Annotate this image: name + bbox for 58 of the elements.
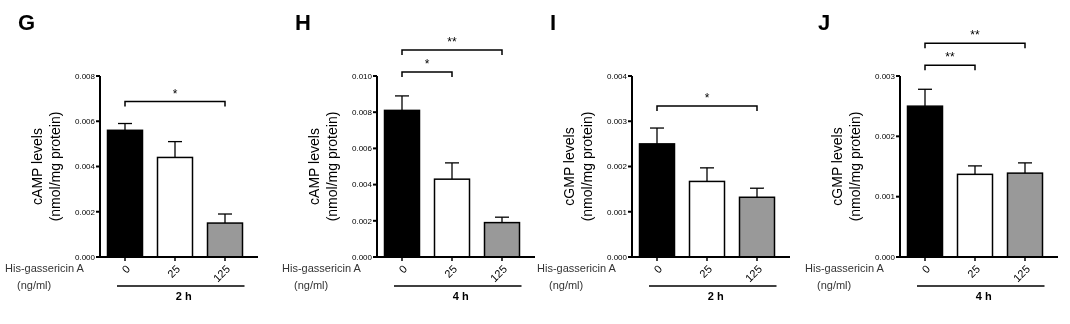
x-tick-label: 125 (487, 262, 510, 285)
y-tick-label: 0.001 (606, 207, 628, 217)
x-tick-label: 0 (119, 262, 133, 276)
text: His-gassericin A (805, 262, 885, 274)
y-tick-label: 0.004 (606, 71, 628, 81)
y-axis-title: cGMP levels (nmol/mg protein) (829, 111, 863, 222)
y-tick-label: 0.000 (74, 252, 96, 262)
x-tick-label: 125 (1010, 262, 1033, 285)
chart-title: G (18, 10, 36, 35)
x-tick-label: 0 (919, 262, 933, 276)
text: * (424, 56, 430, 71)
text: His-gassericin A (5, 262, 85, 274)
y-tick-label: 0.006 (351, 144, 373, 154)
x-axis-title: 2 h (707, 290, 724, 302)
y-axis-title: cAMP levels (nmol/mg protein) (306, 111, 340, 222)
text: (ng/ml) (549, 279, 584, 291)
x-tick-label: 125 (210, 262, 233, 285)
y-tick-label: 0.003 (606, 117, 628, 127)
x-tick-label: 25 (441, 262, 460, 280)
x-tick-label: 0 (651, 262, 665, 276)
text: ** (970, 28, 980, 43)
x-tick-label: 25 (964, 262, 983, 280)
y-tick-label: 0.010 (351, 71, 373, 81)
y-tick-label: 0.006 (74, 117, 96, 127)
x-tick-label: 25 (696, 262, 715, 280)
y-tick-label: 0.001 (874, 192, 896, 202)
text: (ng/ml) (817, 279, 852, 291)
text: (ng/ml) (17, 279, 52, 291)
x-axis-title: 4 h (452, 290, 469, 302)
chart-title: J (818, 10, 831, 35)
annotation: * (172, 86, 178, 101)
y-tick-label: 0.002 (874, 132, 896, 142)
y-tick-label: 0.000 (606, 252, 628, 262)
x-tick-label: 25 (164, 262, 183, 280)
chart-title: I (550, 10, 557, 35)
x-tick-label: 0 (396, 262, 410, 276)
y-tick-label: 0.004 (351, 180, 373, 190)
text: His-gassericin A (282, 262, 362, 274)
text: His-gassericin A (537, 262, 617, 274)
text: (ng/ml) (294, 279, 329, 291)
y-tick-label: 0.008 (74, 71, 96, 81)
y-tick-label: 0.000 (351, 252, 373, 262)
y-tick-label: 0.000 (874, 252, 896, 262)
x-tick-label: 125 (742, 262, 765, 285)
y-tick-label: 0.002 (351, 216, 373, 226)
text: ** (447, 34, 457, 49)
annotation: * (704, 91, 710, 106)
chart-title: H (295, 10, 311, 35)
y-tick-label: 0.002 (74, 207, 96, 217)
text: ** (945, 50, 955, 65)
y-tick-label: 0.003 (874, 71, 896, 81)
x-axis-title: 4 h (975, 290, 992, 302)
y-tick-label: 0.004 (74, 162, 96, 172)
y-axis-title: cAMP levels (nmol/mg protein) (29, 111, 63, 222)
x-axis-title: 2 h (175, 290, 192, 302)
y-axis-title: cGMP levels (nmol/mg protein) (561, 111, 595, 222)
y-tick-label: 0.002 (606, 162, 628, 172)
y-tick-label: 0.008 (351, 108, 373, 117)
